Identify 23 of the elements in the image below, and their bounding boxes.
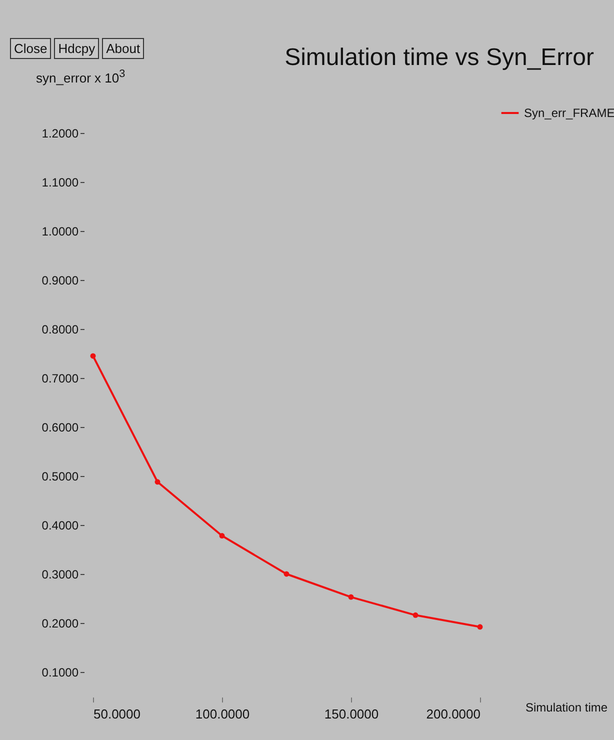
y-tick-label: 0.9000 bbox=[42, 274, 79, 288]
y-tick-label: 0.2000 bbox=[42, 616, 79, 630]
button[interactable]: About bbox=[102, 38, 144, 59]
y-tick-label: 1.0000 bbox=[42, 224, 79, 238]
y-tick-label: 0.8000 bbox=[42, 322, 79, 336]
y-tick-label: 0.1000 bbox=[42, 666, 79, 680]
button[interactable]: Hdcpy bbox=[54, 38, 100, 59]
chart-title: Simulation time vs Syn_Error bbox=[284, 44, 594, 72]
y-tick-label: 0.4000 bbox=[42, 518, 79, 532]
y-tick-label: 0.6000 bbox=[42, 420, 79, 434]
y-tick-label: 1.2000 bbox=[42, 126, 79, 140]
y-tick-label: 1.1000 bbox=[42, 176, 79, 190]
legend-label: Syn_err_FRAME bbox=[524, 106, 614, 120]
button[interactable]: Close bbox=[10, 38, 52, 59]
x-tick-label: 200.0000 bbox=[426, 706, 480, 722]
x-tick-label: 100.0000 bbox=[195, 706, 250, 722]
y-tick-label: 0.7000 bbox=[42, 372, 79, 386]
y-tick-label: 0.3000 bbox=[42, 568, 79, 582]
x-axis-title: Simulation time bbox=[526, 700, 608, 714]
y-tick-label: 0.5000 bbox=[42, 470, 79, 484]
y-axis-title: syn_error x 10$^{3}$ bbox=[36, 68, 126, 86]
x-tick-label: 150.0000 bbox=[324, 706, 379, 722]
x-tick-label: 50.0000 bbox=[94, 706, 140, 722]
